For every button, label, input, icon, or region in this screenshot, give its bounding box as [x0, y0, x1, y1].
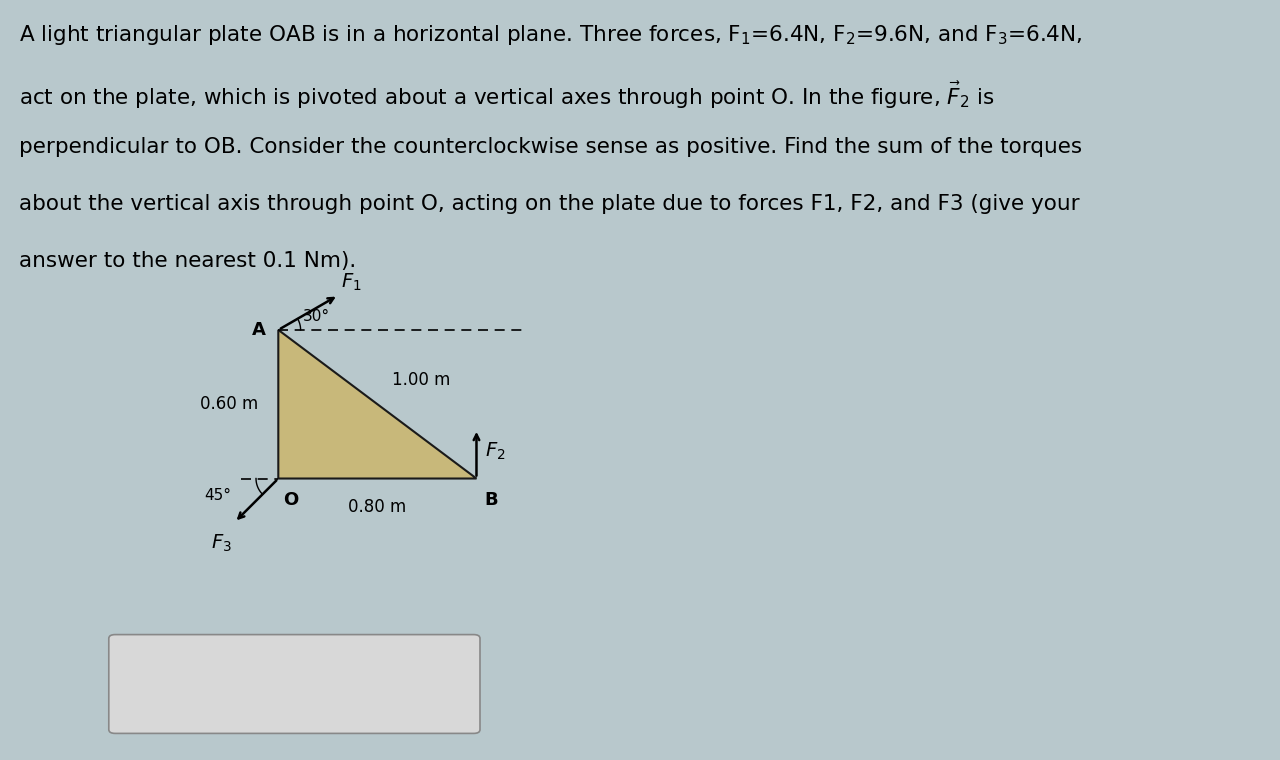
Text: answer to the nearest 0.1 Nm).: answer to the nearest 0.1 Nm). [19, 251, 356, 271]
Text: 0.80 m: 0.80 m [348, 499, 407, 516]
Text: $F_1$: $F_1$ [340, 271, 361, 293]
Text: A light triangular plate OAB is in a horizontal plane. Three forces, F$_1$=6.4N,: A light triangular plate OAB is in a hor… [19, 23, 1083, 47]
Text: 0.60 m: 0.60 m [200, 395, 259, 413]
Text: perpendicular to OB. Consider the counterclockwise sense as positive. Find the s: perpendicular to OB. Consider the counte… [19, 137, 1083, 157]
Text: A: A [252, 321, 266, 339]
Text: $F_3$: $F_3$ [211, 532, 232, 553]
Text: about the vertical axis through point O, acting on the plate due to forces F1, F: about the vertical axis through point O,… [19, 194, 1080, 214]
Text: 1.00 m: 1.00 m [392, 372, 451, 389]
Text: 45°: 45° [205, 489, 232, 503]
Text: O: O [283, 491, 298, 509]
Text: B: B [484, 491, 498, 509]
Text: 30°: 30° [303, 309, 330, 324]
Text: act on the plate, which is pivoted about a vertical axes through point O. In the: act on the plate, which is pivoted about… [19, 80, 995, 111]
Polygon shape [278, 330, 476, 479]
Text: $F_2$: $F_2$ [485, 441, 506, 462]
FancyBboxPatch shape [109, 635, 480, 733]
